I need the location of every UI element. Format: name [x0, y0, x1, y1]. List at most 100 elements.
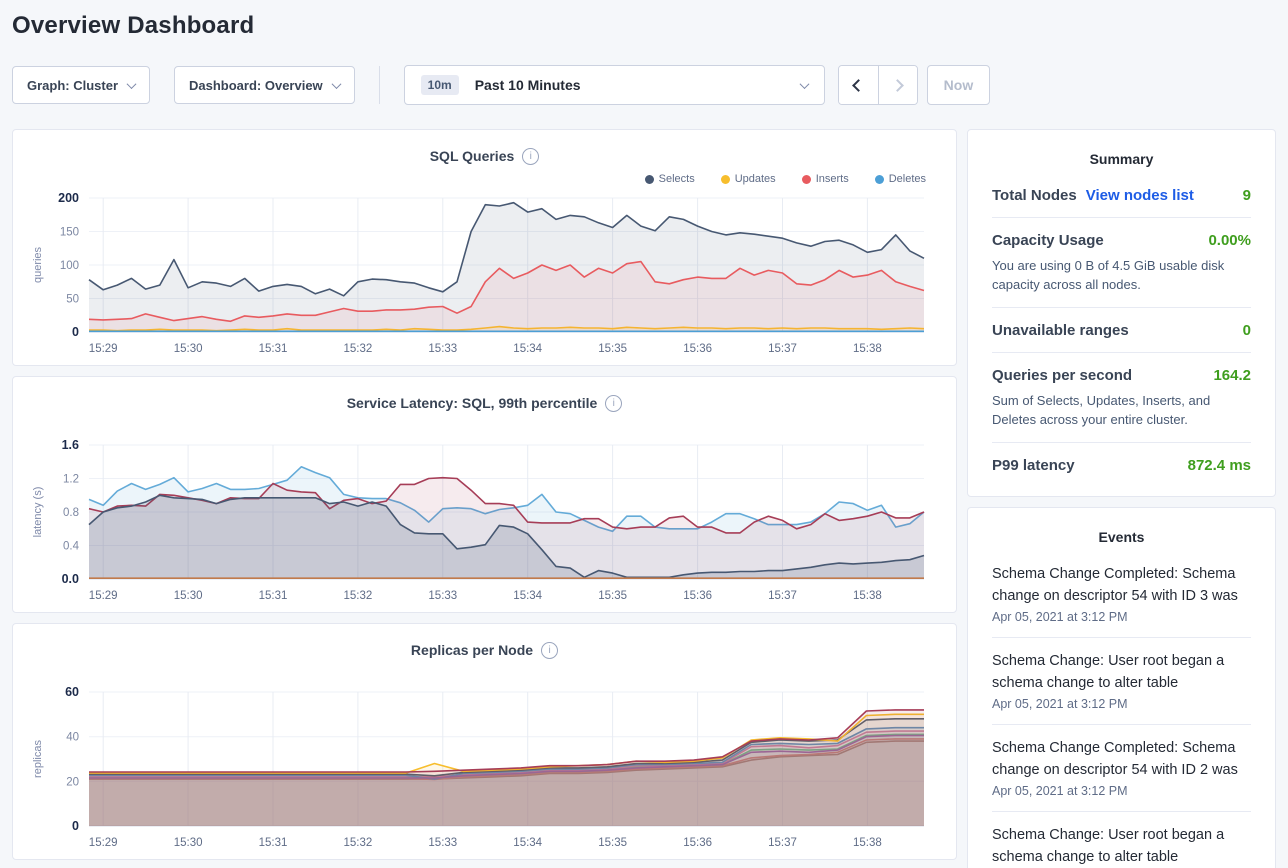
svg-text:15:34: 15:34: [513, 590, 542, 602]
svg-text:queries: queries: [32, 246, 44, 283]
svg-text:15:29: 15:29: [89, 837, 118, 849]
svg-text:200: 200: [58, 191, 79, 205]
svg-text:15:32: 15:32: [344, 590, 373, 602]
svg-text:15:37: 15:37: [768, 837, 797, 849]
svg-text:15:34: 15:34: [513, 837, 542, 849]
svg-text:15:31: 15:31: [259, 343, 288, 355]
svg-text:15:31: 15:31: [259, 590, 288, 602]
legend-swatch-icon: [874, 174, 884, 184]
svg-text:15:30: 15:30: [174, 837, 203, 849]
summary-rows: Total Nodes View nodes list 9 Capacity Usag…: [992, 173, 1251, 487]
legend-item: Deletes: [874, 170, 926, 188]
svg-text:0: 0: [72, 325, 79, 339]
svg-text:replicas: replicas: [32, 740, 44, 778]
svg-text:50: 50: [66, 294, 79, 306]
event-item: Schema Change: User root began a schema …: [992, 812, 1251, 868]
time-range-selector[interactable]: 10m Past 10 Minutes: [403, 65, 825, 105]
service-latency-chart[interactable]: 15:29 15:30 15:31 15:32 15:33 15:34 15:35 15:36…: [25, 437, 946, 607]
svg-text:0.8: 0.8: [63, 507, 79, 519]
summary-label: Unavailable ranges: [992, 322, 1129, 339]
legend-swatch-icon: [720, 174, 730, 184]
time-range-label: Past 10 Minutes: [474, 77, 581, 93]
event-item: Schema Change Completed: Schema change o…: [992, 551, 1251, 638]
graph-dropdown[interactable]: Graph: Cluster: [12, 66, 151, 104]
service-latency-card: Service Latency: SQL, 99th percentile i …: [12, 376, 957, 613]
time-range-badge: 10m: [420, 75, 459, 95]
svg-text:15:38: 15:38: [853, 590, 882, 602]
prev-time-button[interactable]: [838, 66, 878, 104]
svg-text:15:30: 15:30: [174, 590, 203, 602]
info-icon[interactable]: i: [605, 394, 623, 412]
view-nodes-link[interactable]: View nodes list: [1085, 187, 1194, 204]
chart-title: Service Latency: SQL, 99th percentile: [346, 395, 598, 411]
events-title: Events: [1098, 529, 1145, 545]
svg-text:latency (s): latency (s): [32, 487, 44, 538]
svg-text:15:38: 15:38: [853, 837, 882, 849]
event-timestamp: Apr 05, 2021 at 3:12 PM: [992, 784, 1128, 798]
svg-text:15:32: 15:32: [344, 837, 373, 849]
svg-text:0.0: 0.0: [62, 572, 79, 586]
svg-text:15:38: 15:38: [853, 343, 882, 355]
event-item: Schema Change Completed: Schema change o…: [992, 725, 1251, 812]
svg-text:0: 0: [72, 819, 79, 833]
summary-label: Total Nodes: [992, 187, 1077, 204]
legend-swatch-icon: [801, 174, 811, 184]
svg-text:1.6: 1.6: [62, 438, 79, 452]
next-time-button[interactable]: [877, 66, 917, 104]
sql-queries-card: SQL Queries i Selects Updates Inserts Delet…: [12, 129, 957, 366]
sidebar: Summary Total Nodes View nodes list 9 Capac…: [967, 129, 1276, 868]
event-item: Schema Change: User root began a schema …: [992, 638, 1251, 725]
svg-text:60: 60: [65, 685, 79, 699]
svg-text:15:34: 15:34: [513, 343, 542, 355]
svg-text:15:33: 15:33: [428, 343, 457, 355]
summary-description: You are using 0 B of 4.5 GiB usable disk…: [992, 258, 1225, 292]
replicas-per-node-chart[interactable]: 15:29 15:30 15:31 15:32 15:33 15:34 15:35 15:36…: [25, 684, 946, 854]
event-timestamp: Apr 05, 2021 at 3:12 PM: [992, 697, 1128, 711]
summary-description: Sum of Selects, Updates, Inserts, and De…: [992, 393, 1211, 427]
summary-label: Queries per second: [992, 367, 1133, 384]
dashboard-dropdown[interactable]: Dashboard: Overview: [174, 66, 355, 104]
toolbar: Graph: Cluster Dashboard: Overview 10m P…: [12, 65, 1276, 105]
svg-text:15:33: 15:33: [428, 590, 457, 602]
chart-title: Replicas per Node: [410, 642, 534, 658]
event-text: Schema Change Completed: Schema change o…: [992, 740, 1238, 778]
svg-text:15:37: 15:37: [768, 343, 797, 355]
page-title: Overview Dashboard: [12, 12, 255, 39]
graph-dropdown-label: Graph: Cluster: [27, 77, 119, 93]
replicas-per-node-card: Replicas per Node i 15:29 15:30 15:31 15:32…: [12, 623, 957, 860]
svg-text:15:29: 15:29: [89, 343, 118, 355]
chevron-right-icon: [891, 78, 905, 92]
summary-label: P99 latency: [992, 457, 1075, 474]
chevron-left-icon: [851, 78, 865, 92]
chevron-down-icon: [331, 78, 342, 89]
svg-text:20: 20: [66, 776, 79, 788]
svg-text:15:32: 15:32: [344, 343, 373, 355]
svg-text:15:36: 15:36: [683, 837, 712, 849]
summary-value: 164.2: [1213, 367, 1251, 384]
toolbar-divider: [378, 66, 380, 104]
event-text: Schema Change Completed: Schema change o…: [992, 566, 1238, 604]
info-icon[interactable]: i: [541, 641, 559, 659]
event-text: Schema Change: User root began a schema …: [992, 827, 1225, 865]
summary-value: 0: [1242, 322, 1251, 339]
svg-text:15:36: 15:36: [683, 343, 712, 355]
chart-title: SQL Queries: [429, 148, 515, 164]
summary-row: Capacity Usage 0.00% You are using 0 B of …: [992, 218, 1251, 308]
svg-text:15:31: 15:31: [259, 837, 288, 849]
summary-title: Summary: [1089, 151, 1154, 167]
charts-column: SQL Queries i Selects Updates Inserts Delet…: [12, 129, 957, 868]
now-button[interactable]: Now: [926, 65, 991, 105]
summary-row: Unavailable ranges 0: [992, 308, 1251, 353]
svg-text:15:37: 15:37: [768, 590, 797, 602]
legend-item: Updates: [720, 170, 776, 188]
chevron-down-icon: [799, 78, 810, 89]
svg-text:15:35: 15:35: [598, 837, 627, 849]
events-panel: Events Schema Change Completed: Schema c…: [967, 507, 1276, 868]
event-timestamp: Apr 05, 2021 at 3:12 PM: [992, 610, 1128, 624]
chevron-down-icon: [126, 78, 137, 89]
sql-queries-chart[interactable]: 15:29 15:30 15:31 15:32 15:33 15:34 15:35 15:36…: [25, 190, 946, 360]
dashboard-dropdown-label: Dashboard: Overview: [189, 77, 323, 93]
svg-text:40: 40: [66, 732, 79, 744]
summary-panel: Summary Total Nodes View nodes list 9 Capac…: [967, 129, 1276, 497]
info-icon[interactable]: i: [522, 147, 540, 165]
